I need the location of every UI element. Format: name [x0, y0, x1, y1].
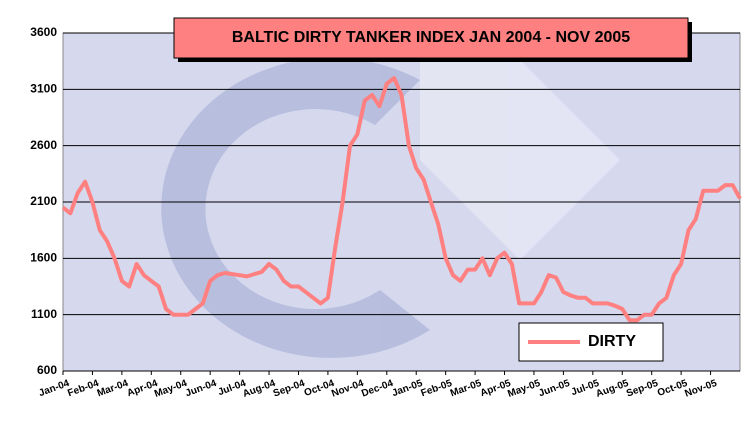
y-tick-label: 1600 — [30, 251, 57, 265]
title-box — [173, 17, 689, 59]
x-tick-label: Jun-05 — [537, 378, 571, 400]
watermark — [161, 57, 620, 358]
y-tick-label: 600 — [37, 363, 57, 377]
data-line — [61, 76, 742, 323]
y-tick-label: 1100 — [31, 307, 57, 321]
x-tick-label: Nov-05 — [683, 378, 719, 400]
x-tick-label: Jun-04 — [184, 378, 218, 400]
y-tick-label: 3600 — [30, 25, 57, 39]
chart-title: BALTIC DIRTY TANKER INDEX JAN 2004 - NOV… — [232, 29, 630, 46]
x-tick-label: Sep-05 — [625, 378, 660, 400]
y-tick-label: 2100 — [30, 194, 57, 208]
legend-label: DIRTY — [588, 333, 636, 350]
x-tick-label: Sep-04 — [272, 378, 307, 400]
y-tick-label: 2600 — [30, 138, 57, 152]
y-tick-label: 3100 — [30, 82, 57, 96]
